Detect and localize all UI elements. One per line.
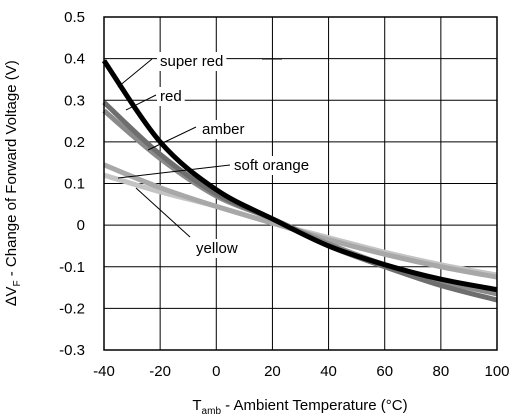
leader-line-amber (147, 126, 197, 151)
series-labels: super red red amber soft orange yellow (157, 52, 313, 258)
y-tick-label: 0.4 (64, 51, 85, 68)
x-tick-label: 60 (376, 363, 393, 380)
series-label-background-yellow (193, 239, 241, 258)
series-label-yellow: yellow (196, 240, 238, 257)
series-label-red: red (160, 88, 182, 105)
x-tick-label: -40 (93, 363, 115, 380)
x-tick-label: 40 (320, 363, 337, 380)
x-axis-title: Tamb - Ambient Temperature (°C) (192, 397, 407, 416)
y-tick-label: 0.3 (64, 92, 85, 109)
series-label-background-super-red (157, 52, 227, 71)
x-tick-label: 20 (264, 363, 281, 380)
series-line-soft-orange (103, 162, 498, 280)
x-tick-label: 80 (433, 363, 450, 380)
x-tick-label: -20 (149, 363, 171, 380)
y-tick-labels: 0.5 0.4 0.3 0.2 0.1 0 -0.1 -0.2 -0.3 (59, 9, 85, 359)
x-tick-label: 100 (484, 363, 509, 380)
y-tick-label: 0.2 (64, 134, 85, 151)
y-tick-label: 0 (77, 217, 85, 234)
series-label-background-amber (199, 120, 248, 139)
series-label-background-soft-orange (231, 156, 313, 175)
leader-line-super-red (117, 58, 153, 88)
y-axis-title: ∆VF - Change of Forward Voltage (V) (3, 60, 23, 305)
x-tick-label: 0 (212, 363, 220, 380)
y-tick-label: 0.5 (64, 9, 85, 26)
leader-line-yellow (135, 187, 191, 238)
plot-frame (103, 16, 498, 351)
series-label-super-red: super red (160, 53, 223, 70)
leader-line-red (125, 94, 157, 111)
series-lines (101, 59, 498, 303)
y-axis-title-subscript: F (12, 280, 23, 286)
x-axis-title-rest: - Ambient Temperature (°C) (221, 397, 408, 414)
leader-line-soft-orange (117, 164, 231, 179)
y-tick-label: -0.3 (59, 342, 85, 359)
series-label-background-red (157, 87, 185, 106)
series-label-soft-orange: soft orange (234, 157, 309, 174)
x-axis-title-main: T (192, 397, 201, 414)
series-line-super-red (101, 59, 498, 293)
y-axis-title-rest: - Change of Forward Voltage (V) (3, 60, 20, 280)
series-line-red (102, 100, 498, 303)
x-tick-labels: -40 -20 0 20 40 60 80 100 (93, 363, 509, 380)
label-leader-lines (117, 58, 282, 238)
y-tick-label: -0.2 (59, 300, 85, 317)
x-axis-title-subscript: amb (202, 406, 222, 416)
y-tick-label: 0.1 (64, 176, 85, 193)
series-label-amber: amber (202, 121, 245, 138)
y-axis-title-main: ∆V (3, 287, 20, 306)
y-tick-label: -0.1 (59, 259, 85, 276)
